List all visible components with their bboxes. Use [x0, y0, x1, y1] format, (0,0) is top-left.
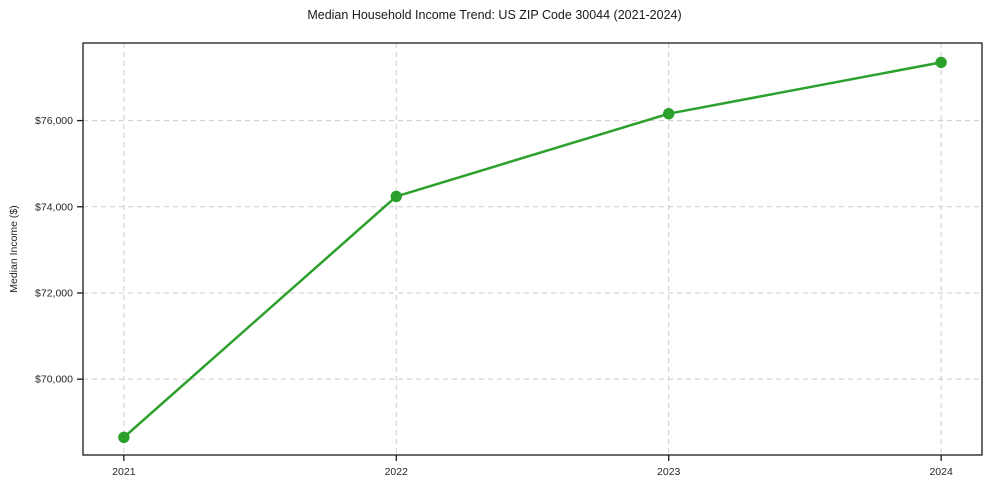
data-point-marker: [663, 107, 675, 120]
x-tick-label: 2023: [657, 466, 681, 478]
x-tick-label: 2021: [112, 466, 136, 478]
y-tick-label: $74,000: [35, 201, 73, 213]
y-tick-label: $76,000: [35, 115, 73, 127]
data-point-marker: [118, 431, 130, 444]
x-tick-label: 2024: [929, 466, 953, 478]
x-tick-label: 2022: [385, 466, 409, 478]
data-point-marker: [935, 56, 947, 69]
plot-border: [82, 42, 983, 456]
y-tick-label: $72,000: [35, 287, 73, 299]
data-point-marker: [390, 190, 402, 203]
y-tick-label: $70,000: [35, 374, 73, 386]
chart-title: Median Household Income Trend: US ZIP Co…: [307, 8, 682, 22]
income-trend-line: [122, 61, 943, 439]
